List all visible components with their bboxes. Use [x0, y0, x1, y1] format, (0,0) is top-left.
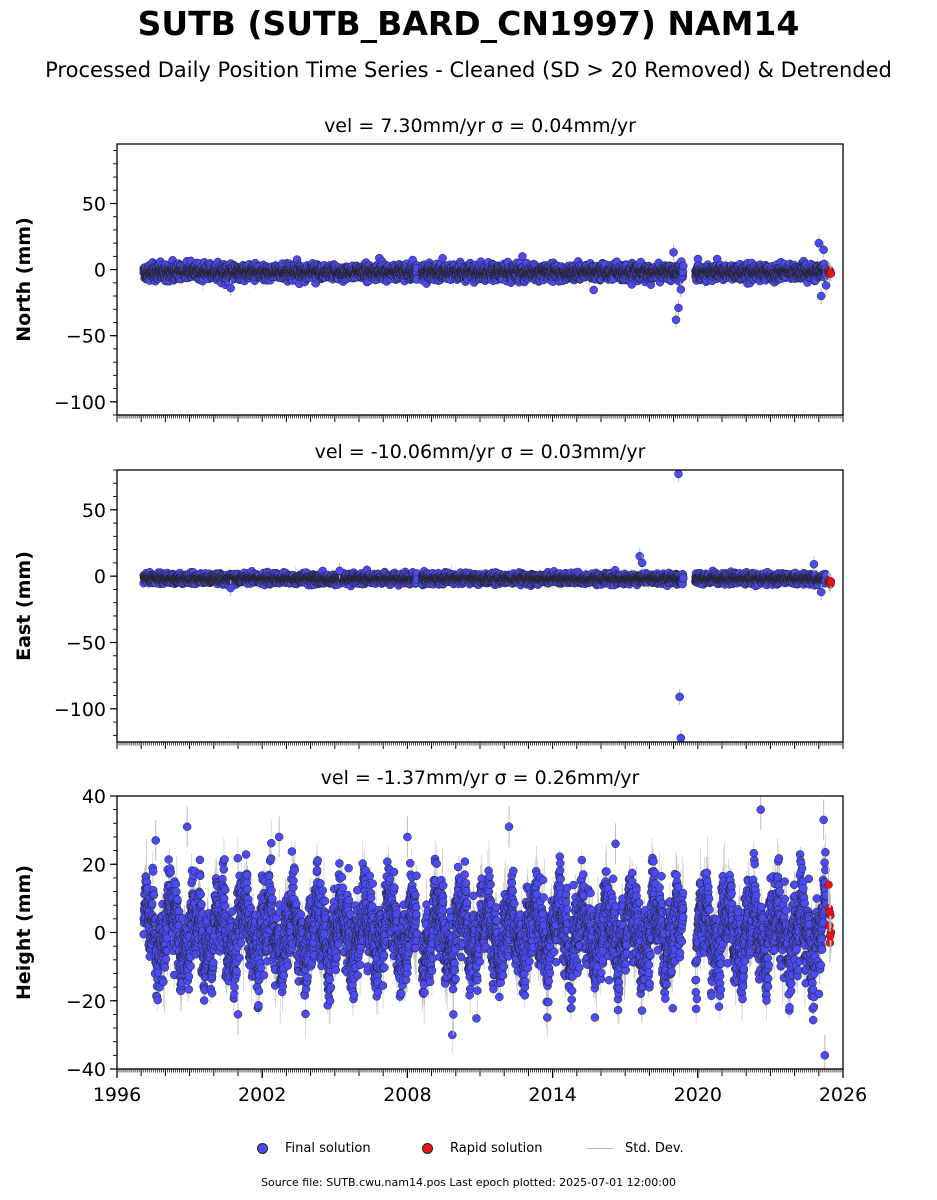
final-points: [139, 252, 831, 295]
chart-subtitle: Processed Daily Position Time Series - C…: [0, 58, 937, 82]
plot-area: [139, 235, 836, 328]
chart-title: SUTB (SUTB_BARD_CN1997) NAM14: [0, 4, 937, 43]
